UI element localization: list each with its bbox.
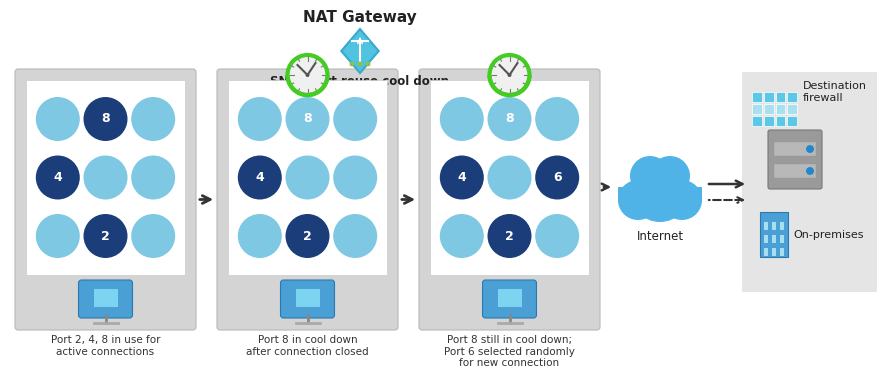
FancyBboxPatch shape (764, 92, 774, 102)
Circle shape (358, 62, 363, 67)
Circle shape (440, 97, 484, 141)
FancyBboxPatch shape (419, 69, 600, 330)
Text: 8: 8 (505, 113, 514, 125)
Circle shape (535, 97, 579, 141)
FancyBboxPatch shape (217, 69, 398, 330)
Text: Destination
firewall: Destination firewall (803, 81, 867, 103)
Text: 8: 8 (303, 113, 312, 125)
FancyBboxPatch shape (296, 289, 320, 307)
FancyBboxPatch shape (780, 222, 784, 230)
Text: 2: 2 (102, 229, 109, 243)
Text: 4: 4 (457, 171, 466, 184)
FancyBboxPatch shape (15, 69, 196, 330)
Circle shape (238, 156, 282, 200)
Circle shape (535, 214, 579, 258)
Circle shape (84, 97, 127, 141)
FancyBboxPatch shape (497, 289, 522, 307)
FancyBboxPatch shape (774, 164, 816, 178)
Text: Internet: Internet (637, 230, 683, 243)
Text: 4: 4 (255, 171, 264, 184)
Circle shape (132, 97, 175, 141)
FancyBboxPatch shape (764, 222, 768, 230)
FancyBboxPatch shape (772, 235, 776, 243)
FancyBboxPatch shape (752, 104, 762, 114)
Text: Port 8 still in cool down;
Port 6 selected randomly
for new connection: Port 8 still in cool down; Port 6 select… (444, 335, 575, 368)
Circle shape (238, 97, 282, 141)
Text: Port 2, 4, 8 in use for
active connections: Port 2, 4, 8 in use for active connectio… (50, 335, 160, 356)
Circle shape (650, 156, 690, 196)
Circle shape (489, 55, 530, 95)
Circle shape (132, 214, 175, 258)
Circle shape (487, 214, 532, 258)
Circle shape (132, 156, 175, 200)
Circle shape (440, 156, 484, 200)
Text: 8: 8 (102, 113, 109, 125)
Text: NAT Gateway: NAT Gateway (303, 10, 417, 25)
Circle shape (36, 214, 79, 258)
Circle shape (285, 156, 329, 200)
Circle shape (333, 156, 377, 200)
Text: On-premises: On-premises (793, 229, 864, 240)
FancyBboxPatch shape (775, 104, 785, 114)
Circle shape (36, 156, 79, 200)
FancyBboxPatch shape (788, 116, 797, 126)
FancyBboxPatch shape (764, 116, 774, 126)
Circle shape (487, 97, 532, 141)
Polygon shape (342, 29, 379, 73)
Polygon shape (618, 187, 702, 202)
FancyBboxPatch shape (768, 130, 822, 189)
FancyBboxPatch shape (780, 248, 784, 256)
Text: 4: 4 (54, 171, 62, 184)
FancyBboxPatch shape (742, 72, 877, 292)
Circle shape (630, 162, 690, 222)
FancyBboxPatch shape (764, 248, 768, 256)
Text: Port 8 in cool down
after connection closed: Port 8 in cool down after connection clo… (246, 335, 369, 356)
Circle shape (806, 167, 814, 175)
Circle shape (285, 97, 329, 141)
FancyBboxPatch shape (79, 280, 132, 318)
Circle shape (662, 180, 702, 220)
Text: 6: 6 (553, 171, 562, 184)
FancyBboxPatch shape (772, 222, 776, 230)
Circle shape (508, 73, 511, 77)
FancyBboxPatch shape (430, 80, 589, 275)
FancyBboxPatch shape (775, 116, 785, 126)
Circle shape (333, 97, 377, 141)
FancyBboxPatch shape (788, 104, 797, 114)
FancyBboxPatch shape (482, 280, 537, 318)
Text: SNAT port reuse cool down: SNAT port reuse cool down (270, 75, 449, 88)
Circle shape (806, 145, 814, 153)
FancyBboxPatch shape (775, 92, 785, 102)
Circle shape (535, 156, 579, 200)
Circle shape (288, 55, 328, 95)
FancyBboxPatch shape (772, 248, 776, 256)
FancyBboxPatch shape (94, 289, 117, 307)
FancyBboxPatch shape (780, 235, 784, 243)
FancyBboxPatch shape (281, 280, 335, 318)
FancyBboxPatch shape (764, 104, 774, 114)
FancyBboxPatch shape (26, 80, 185, 275)
Circle shape (333, 214, 377, 258)
Circle shape (306, 73, 310, 77)
Circle shape (350, 62, 354, 67)
Circle shape (84, 214, 127, 258)
Circle shape (84, 156, 127, 200)
Circle shape (618, 180, 658, 220)
FancyBboxPatch shape (788, 92, 797, 102)
Circle shape (238, 214, 282, 258)
FancyBboxPatch shape (752, 92, 762, 102)
Circle shape (285, 214, 329, 258)
Circle shape (487, 156, 532, 200)
Circle shape (36, 97, 79, 141)
Text: 2: 2 (303, 229, 312, 243)
FancyBboxPatch shape (760, 212, 788, 257)
FancyBboxPatch shape (228, 80, 387, 275)
FancyBboxPatch shape (774, 142, 816, 156)
Circle shape (440, 214, 484, 258)
Circle shape (366, 62, 371, 67)
Circle shape (630, 156, 670, 196)
FancyBboxPatch shape (752, 116, 762, 126)
Text: 2: 2 (505, 229, 514, 243)
FancyBboxPatch shape (764, 235, 768, 243)
